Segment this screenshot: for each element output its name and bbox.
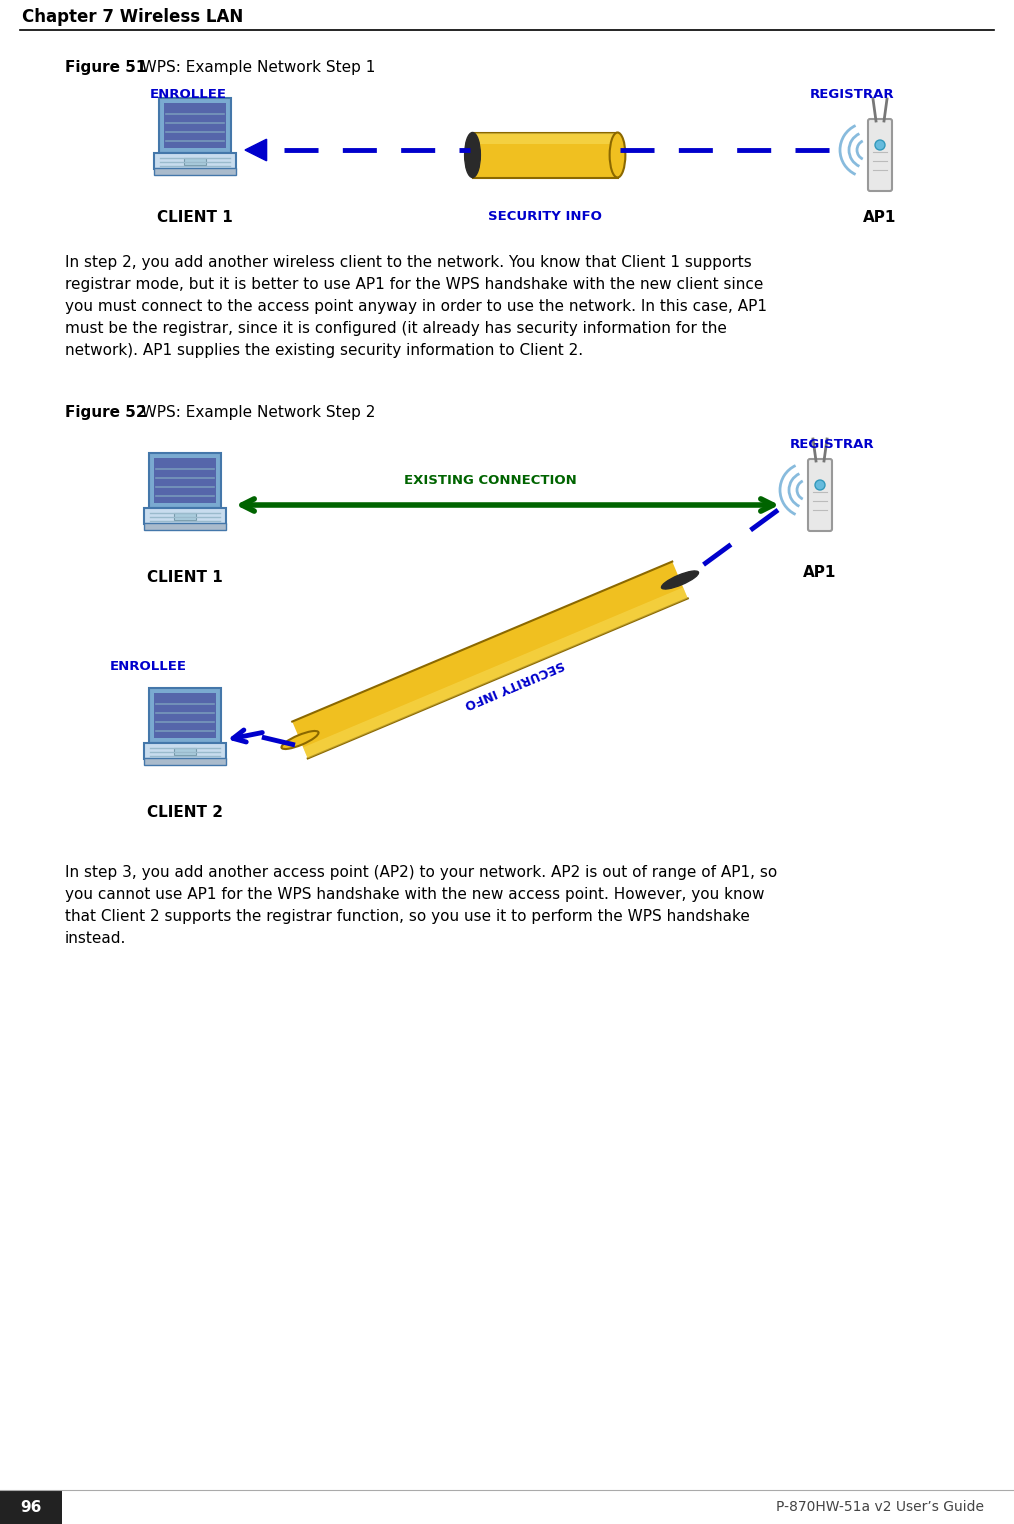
FancyBboxPatch shape [808, 459, 832, 530]
Text: you cannot use AP1 for the WPS handshake with the new access point. However, you: you cannot use AP1 for the WPS handshake… [65, 887, 765, 902]
Text: AP1: AP1 [803, 565, 837, 581]
Bar [0, 1490, 62, 1524]
Text: ENROLLEE: ENROLLEE [150, 88, 227, 101]
Ellipse shape [609, 133, 626, 177]
Bar [154, 168, 236, 175]
Ellipse shape [282, 732, 318, 748]
Circle shape [815, 480, 825, 491]
Bar [154, 152, 236, 169]
Text: AP1: AP1 [863, 210, 896, 226]
Bar [154, 459, 216, 503]
Text: network). AP1 supplies the existing security information to Client 2.: network). AP1 supplies the existing secu… [65, 343, 583, 358]
Text: EXISTING CONNECTION: EXISTING CONNECTION [404, 474, 576, 488]
Ellipse shape [661, 572, 699, 590]
Bar [184, 158, 206, 165]
Text: Chapter 7 Wireless LAN: Chapter 7 Wireless LAN [22, 8, 243, 26]
Text: that Client 2 supports the registrar function, so you use it to perform the WPS : that Client 2 supports the registrar fun… [65, 908, 750, 924]
Text: SECURITY INFO: SECURITY INFO [462, 657, 566, 710]
Polygon shape [245, 139, 267, 162]
Text: you must connect to the access point anyway in order to use the network. In this: you must connect to the access point any… [65, 299, 767, 314]
Text: CLIENT 2: CLIENT 2 [147, 805, 223, 820]
Text: registrar mode, but it is better to use AP1 for the WPS handshake with the new c: registrar mode, but it is better to use … [65, 277, 764, 293]
Polygon shape [292, 561, 687, 759]
Bar [473, 133, 618, 143]
Circle shape [875, 140, 885, 149]
Text: SECURITY INFO: SECURITY INFO [488, 210, 602, 223]
Text: Figure 51: Figure 51 [65, 59, 146, 75]
Ellipse shape [464, 133, 481, 177]
Bar [144, 744, 226, 759]
Bar [174, 748, 196, 754]
Polygon shape [303, 587, 687, 759]
Bar [164, 104, 226, 148]
Bar [149, 687, 221, 744]
Bar [473, 133, 618, 177]
Text: ENROLLEE: ENROLLEE [110, 660, 187, 674]
Text: 96: 96 [20, 1500, 42, 1515]
Bar [144, 507, 226, 524]
Text: must be the registrar, since it is configured (it already has security informati: must be the registrar, since it is confi… [65, 322, 727, 335]
Text: REGISTRAR: REGISTRAR [810, 88, 894, 101]
Bar [144, 757, 226, 765]
FancyBboxPatch shape [868, 119, 892, 190]
Text: CLIENT 1: CLIENT 1 [157, 210, 233, 226]
Bar [149, 453, 221, 507]
Bar [154, 693, 216, 738]
Text: In step 2, you add another wireless client to the network. You know that Client : In step 2, you add another wireless clie… [65, 255, 751, 270]
Text: REGISTRAR: REGISTRAR [790, 437, 875, 451]
Text: WPS: Example Network Step 1: WPS: Example Network Step 1 [127, 59, 375, 75]
Text: Figure 52: Figure 52 [65, 405, 147, 421]
Text: WPS: Example Network Step 2: WPS: Example Network Step 2 [127, 405, 375, 421]
Text: In step 3, you add another access point (AP2) to your network. AP2 is out of ran: In step 3, you add another access point … [65, 866, 778, 879]
Text: P-870HW-51a v2 User’s Guide: P-870HW-51a v2 User’s Guide [776, 1500, 984, 1513]
Bar [174, 514, 196, 520]
Text: CLIENT 1: CLIENT 1 [147, 570, 223, 585]
Bar [144, 523, 226, 530]
Bar [159, 98, 231, 152]
Text: instead.: instead. [65, 931, 127, 946]
